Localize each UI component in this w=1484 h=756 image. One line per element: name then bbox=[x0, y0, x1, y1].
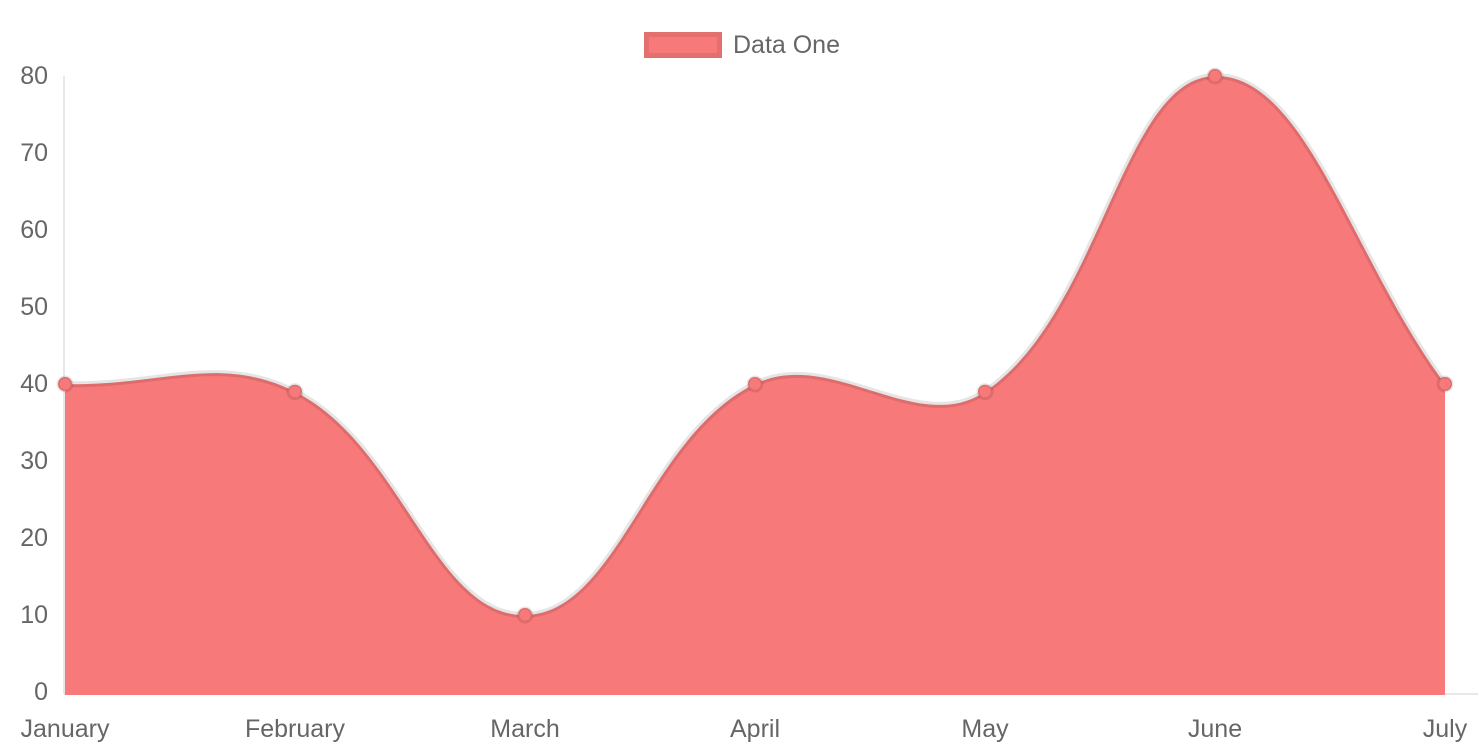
data-point-january[interactable] bbox=[56, 375, 74, 393]
legend: Data One bbox=[0, 32, 1484, 58]
x-axis-tick-label: July bbox=[1423, 715, 1468, 743]
y-axis-tick-label: 40 bbox=[20, 370, 48, 398]
y-axis-tick-label: 50 bbox=[20, 293, 48, 321]
x-axis-tick-label: March bbox=[490, 715, 559, 743]
legend-item-data-one[interactable]: Data One bbox=[643, 31, 840, 59]
y-axis-tick-label: 20 bbox=[20, 524, 48, 552]
x-axis-tick-label: May bbox=[961, 715, 1009, 743]
y-axis-tick-label: 0 bbox=[34, 678, 48, 706]
x-axis-tick-label: April bbox=[730, 715, 780, 743]
y-axis-tick-label: 80 bbox=[20, 62, 48, 90]
data-point-february[interactable] bbox=[286, 383, 304, 401]
data-point-june[interactable] bbox=[1206, 67, 1224, 85]
y-axis-tick-label: 70 bbox=[20, 139, 48, 167]
data-point-april[interactable] bbox=[746, 375, 764, 393]
y-axis-tick-label: 30 bbox=[20, 447, 48, 475]
data-point-july[interactable] bbox=[1436, 375, 1454, 393]
x-axis-tick-label: June bbox=[1188, 715, 1242, 743]
x-axis-tick-label: February bbox=[245, 715, 346, 743]
legend-label: Data One bbox=[732, 31, 840, 59]
data-point-may[interactable] bbox=[976, 383, 994, 401]
y-axis-tick-label: 10 bbox=[20, 601, 48, 629]
y-axis-tick-label: 60 bbox=[20, 216, 48, 244]
legend-swatch bbox=[643, 32, 722, 58]
x-axis-tick-label: January bbox=[21, 715, 110, 743]
data-point-march[interactable] bbox=[516, 606, 534, 624]
